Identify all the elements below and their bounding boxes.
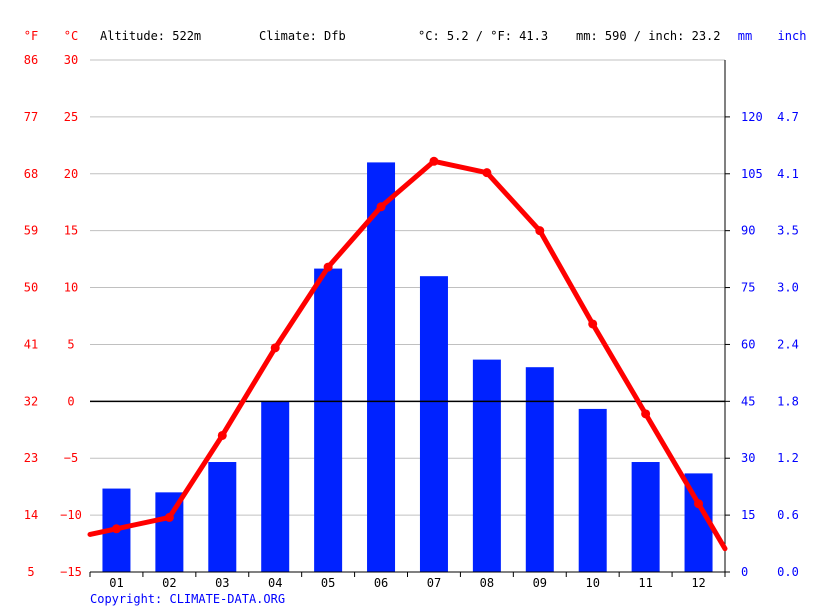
- x-tick-label: 01: [109, 576, 123, 590]
- x-tick-label: 08: [480, 576, 494, 590]
- precipitation-bar: [578, 408, 607, 572]
- precipitation-bar: [261, 401, 290, 572]
- x-tick-label: 02: [162, 576, 176, 590]
- tick-label-celsius: 25: [64, 110, 78, 124]
- tick-label-celsius: −15: [60, 565, 82, 579]
- temperature-point: [323, 262, 333, 272]
- tick-label-inch: 4.7: [777, 110, 799, 124]
- precipitation-bar: [208, 462, 237, 572]
- x-tick-label: 10: [585, 576, 599, 590]
- temperature-point: [429, 156, 439, 166]
- precipitation-bar: [419, 276, 448, 572]
- tick-label-celsius: −5: [64, 451, 78, 465]
- tick-label-mm: 120: [741, 110, 763, 124]
- tick-label-celsius: 0: [67, 394, 74, 408]
- climate-label: Climate: Dfb: [259, 29, 346, 43]
- temperature-point: [535, 226, 545, 236]
- tick-label-celsius: 20: [64, 167, 78, 181]
- temperature-line: [87, 156, 728, 552]
- temperature-point: [376, 202, 386, 212]
- tick-label-mm: 30: [741, 451, 755, 465]
- unit-mm-label: mm: [738, 29, 752, 43]
- tick-label-celsius: −10: [60, 508, 82, 522]
- avg-temp-label: °C: 5.2 / °F: 41.3: [418, 29, 548, 43]
- tick-label-inch: 1.8: [777, 394, 799, 408]
- precipitation-bars: [102, 162, 713, 572]
- altitude-label: Altitude: 522m: [100, 29, 201, 43]
- tick-label-celsius: 30: [64, 53, 78, 67]
- tick-label-inch: 1.2: [777, 451, 799, 465]
- precipitation-bar: [367, 162, 396, 572]
- axes: [89, 60, 730, 577]
- unit-fahrenheit-label: °F: [24, 29, 38, 43]
- tick-label-inch: 2.4: [777, 337, 799, 351]
- tick-label-mm: 0: [741, 565, 748, 579]
- tick-label-fahrenheit: 59: [24, 224, 38, 238]
- unit-celsius-label: °C: [64, 29, 78, 43]
- precipitation-bar: [525, 367, 554, 572]
- temperature-point: [482, 168, 492, 178]
- temperature-point: [270, 343, 280, 353]
- tick-label-inch: 0.0: [777, 565, 799, 579]
- temperature-point: [641, 409, 651, 419]
- temperature-point: [588, 319, 598, 329]
- temperature-point: [217, 430, 227, 440]
- temperature-point: [111, 524, 121, 534]
- x-tick-label: 06: [374, 576, 388, 590]
- tick-label-inch: 4.1: [777, 167, 799, 181]
- copyright-label: Copyright: CLIMATE-DATA.ORG: [90, 592, 285, 606]
- tick-label-mm: 60: [741, 337, 755, 351]
- temperature-series-line: [87, 158, 728, 552]
- precipitation-bar: [472, 359, 501, 572]
- tick-label-mm: 105: [741, 167, 763, 181]
- tick-label-fahrenheit: 68: [24, 167, 38, 181]
- tick-label-mm: 90: [741, 224, 755, 238]
- tick-label-celsius: 15: [64, 224, 78, 238]
- temperature-point: [694, 499, 704, 509]
- tick-label-fahrenheit: 77: [24, 110, 38, 124]
- tick-labels: 30862577206815591050541032−523−1014−1551…: [24, 53, 799, 590]
- tick-label-fahrenheit: 5: [27, 565, 34, 579]
- tick-label-mm: 15: [741, 508, 755, 522]
- tick-label-fahrenheit: 86: [24, 53, 38, 67]
- tick-label-fahrenheit: 32: [24, 394, 38, 408]
- temperature-point: [164, 512, 174, 522]
- tick-label-inch: 3.0: [777, 281, 799, 295]
- x-tick-label: 05: [321, 576, 335, 590]
- precip-total-label: mm: 590 / inch: 23.2: [576, 29, 721, 43]
- x-tick-label: 07: [427, 576, 441, 590]
- unit-inch-label: inch: [778, 29, 807, 43]
- tick-label-fahrenheit: 50: [24, 281, 38, 295]
- tick-label-fahrenheit: 41: [24, 337, 38, 351]
- tick-label-mm: 75: [741, 281, 755, 295]
- x-tick-label: 03: [215, 576, 229, 590]
- x-tick-label: 12: [691, 576, 705, 590]
- tick-label-mm: 45: [741, 394, 755, 408]
- precipitation-bar: [314, 268, 343, 572]
- tick-label-fahrenheit: 14: [24, 508, 38, 522]
- x-tick-label: 04: [268, 576, 282, 590]
- tick-label-inch: 0.6: [777, 508, 799, 522]
- tick-label-celsius: 5: [67, 337, 74, 351]
- tick-label-celsius: 10: [64, 281, 78, 295]
- tick-label-inch: 3.5: [777, 224, 799, 238]
- precipitation-bar: [631, 462, 660, 572]
- tick-label-fahrenheit: 23: [24, 451, 38, 465]
- x-tick-label: 09: [533, 576, 547, 590]
- x-tick-label: 11: [638, 576, 652, 590]
